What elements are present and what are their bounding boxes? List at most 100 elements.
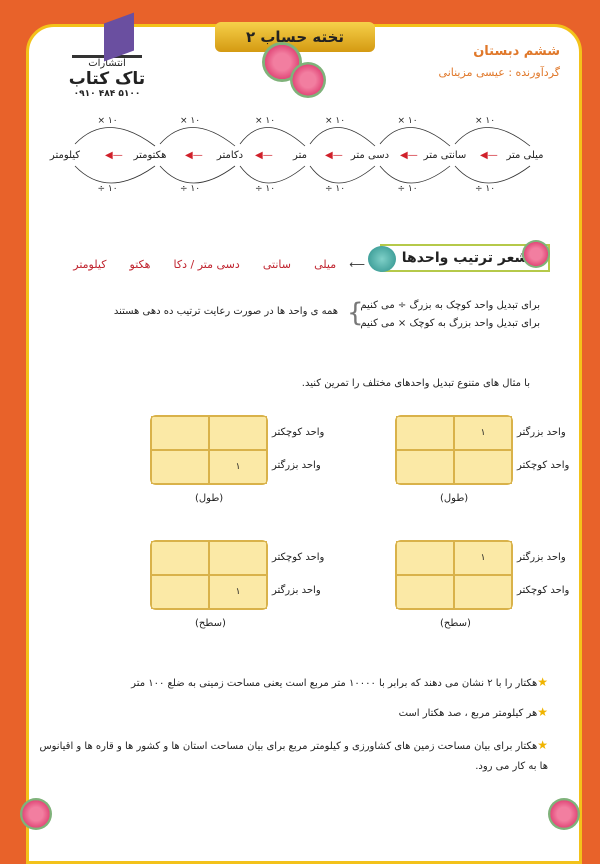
author-label: گردآورنده : عیسی مزینانی	[438, 66, 560, 79]
table-cell[interactable]: ۱	[209, 450, 267, 484]
red-arrow-icon: ◀—	[400, 150, 418, 161]
row-label-bottom: واحد بزرگتر	[272, 460, 321, 471]
divide-arc	[239, 165, 306, 184]
multiply-arc	[309, 127, 376, 147]
multiply-label: × ۱۰	[254, 116, 276, 126]
red-arrow-icon: ◀—	[255, 150, 273, 161]
flower-icon	[20, 798, 52, 830]
table-cell[interactable]	[151, 416, 209, 450]
table-caption: (طول)	[440, 493, 469, 504]
conversion-table[interactable]: ۱	[150, 415, 268, 485]
conversion-table[interactable]: ۱	[395, 415, 513, 485]
succulent-icon	[368, 246, 396, 272]
multiply-arc	[454, 127, 531, 147]
table-cell[interactable]	[209, 416, 267, 450]
table-caption: (سطح)	[195, 618, 226, 629]
table-cell[interactable]	[151, 450, 209, 484]
red-arrow-icon: ◀—	[480, 150, 498, 161]
publisher-label: انتشارات	[88, 58, 126, 69]
star-icon: ★	[537, 675, 548, 689]
multiply-arc	[239, 127, 306, 147]
multiply-label: × ۱۰	[324, 116, 346, 126]
row-label-bottom: واحد کوچکتر	[517, 585, 570, 596]
divide-arc	[74, 165, 156, 184]
multiply-label: × ۱۰	[474, 116, 496, 126]
unit-label: دکامتر	[216, 150, 244, 161]
row-label-bottom: واحد بزرگتر	[272, 585, 321, 596]
divide-arc	[454, 165, 531, 184]
unit-label: سانتی متر	[423, 150, 467, 161]
conversion-arcs	[74, 127, 531, 184]
red-arrow-icon: ◀—	[325, 150, 343, 161]
table-cell[interactable]: ۱	[209, 575, 267, 609]
divide-label: ÷ ۱۰	[324, 184, 346, 194]
poem-heading: شعر ترتیب واحدها	[380, 244, 550, 272]
divide-arc	[379, 165, 451, 184]
unit-label: کیلومتر	[49, 150, 81, 161]
note-2: ★هر کیلومتر مربع ، صد هکتار است	[398, 705, 548, 719]
table-cell[interactable]	[454, 450, 512, 484]
table-cell[interactable]	[396, 541, 454, 575]
flower-icon	[522, 240, 550, 268]
red-arrow-icon: ◀—	[185, 150, 203, 161]
row-label-bottom: واحد کوچکتر	[517, 460, 570, 471]
flower-icon	[290, 62, 326, 98]
poem-item: سانتی	[262, 258, 291, 271]
divide-label: ÷ ۱۰	[179, 184, 201, 194]
poem-item: دسی متر / دکا	[173, 258, 240, 271]
instruction: با مثال های متنوع تبدیل واحدهای مختلف را…	[301, 378, 530, 389]
table-cell[interactable]	[151, 575, 209, 609]
table-cell[interactable]	[396, 450, 454, 484]
table-cell[interactable]: ۱	[454, 541, 512, 575]
divide-arc	[159, 165, 236, 184]
multiply-label: × ۱۰	[97, 116, 118, 126]
divide-label: ÷ ۱۰	[97, 184, 118, 194]
rule-small-to-big: برای تبدیل واحد کوچک به بزرگ ÷ می کنیم	[360, 300, 540, 311]
flower-icon	[548, 798, 580, 830]
unit-label: میلی متر	[506, 150, 544, 161]
brace: {	[347, 298, 364, 328]
unit-label: دسی متر	[350, 150, 390, 161]
poem-order: ⟵ میلی سانتی دسی متر / دکا هکتو کیلومتر	[55, 253, 365, 272]
rule-big-to-small: برای تبدیل واحد بزرگ به کوچک × می کنیم	[360, 318, 540, 329]
rule-note: همه ی واحد ها در صورت رعایت ترتیب ده دهی…	[113, 306, 338, 317]
multiply-label: × ۱۰	[179, 116, 201, 126]
poem-item: کیلومتر	[73, 258, 107, 271]
book-icon	[72, 18, 142, 58]
table-caption: (طول)	[195, 493, 224, 504]
table-cell[interactable]	[396, 416, 454, 450]
multiply-arc	[159, 127, 236, 147]
poem-item: هکتو	[129, 258, 151, 271]
unit-label: متر	[293, 150, 307, 161]
publisher-phone: ۰۹۱۰ ۴۸۴ ۵۱۰۰	[73, 89, 141, 99]
poem-item: میلی	[314, 258, 337, 271]
multiply-arc	[74, 127, 156, 147]
star-icon: ★	[537, 738, 548, 752]
multiply-arc	[379, 127, 451, 147]
row-label-top: واحد کوچکتر	[272, 427, 325, 438]
arrow-left-icon: ⟵	[349, 258, 365, 271]
table-caption: (سطح)	[440, 618, 471, 629]
table-cell[interactable]	[151, 541, 209, 575]
publisher-logo: انتشارات تاک کتاب ۰۹۱۰ ۴۸۴ ۵۱۰۰	[52, 18, 162, 99]
table-cell[interactable]	[454, 575, 512, 609]
table-cell[interactable]: ۱	[454, 416, 512, 450]
row-label-top: واحد بزرگتر	[517, 427, 566, 438]
star-icon: ★	[537, 705, 548, 719]
table-cell[interactable]	[209, 541, 267, 575]
row-label-top: واحد کوچکتر	[272, 552, 325, 563]
grade-label: ششم دبستان	[473, 44, 560, 59]
row-label-top: واحد بزرگتر	[517, 552, 566, 563]
divide-label: ÷ ۱۰	[474, 184, 496, 194]
divide-arc	[309, 165, 376, 184]
note-3: ★هکتار برای بیان مساحت زمین های کشاورزی …	[39, 738, 548, 772]
note-1: ★هکتار را با ۲ نشان می دهند که برابر با …	[131, 675, 548, 689]
divide-label: ÷ ۱۰	[254, 184, 276, 194]
conversion-table[interactable]: ۱	[150, 540, 268, 610]
publisher-name: تاک کتاب	[68, 69, 146, 89]
multiply-label: × ۱۰	[397, 116, 418, 126]
red-arrow-icon: ◀—	[105, 150, 123, 161]
table-cell[interactable]	[396, 575, 454, 609]
conversion-table[interactable]: ۱	[395, 540, 513, 610]
divide-label: ÷ ۱۰	[397, 184, 418, 194]
